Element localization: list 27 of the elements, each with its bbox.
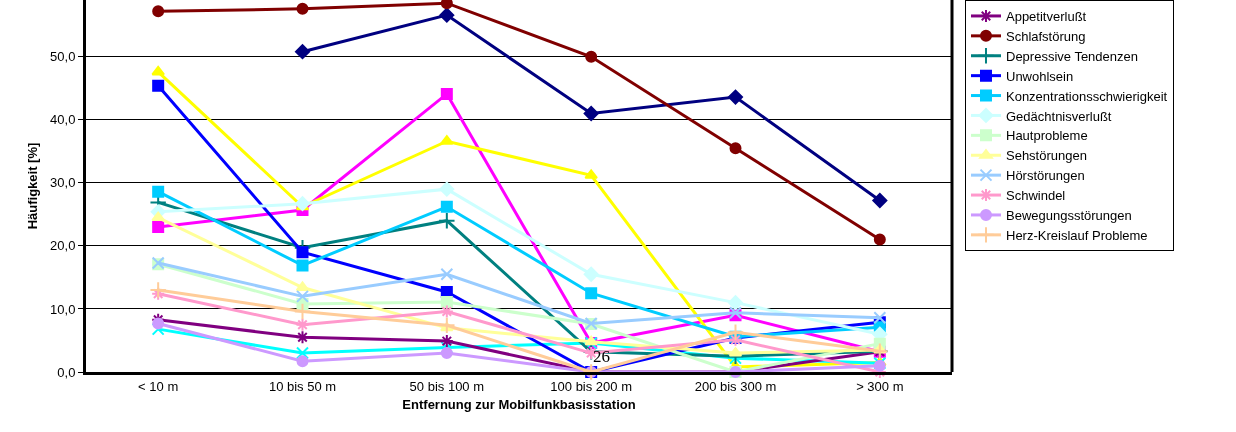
legend-label: Unwohlsein [1005,68,1074,84]
y-tick-label: 40,0 [50,112,76,128]
legend-label: Schlafstörung [1005,28,1086,44]
x-axis-title: Entfernung zur Mobilfunkbasisstation [402,397,636,413]
y-tick-label: 50,0 [50,49,76,65]
x-tick-label: > 300 m [856,378,904,394]
legend-label: Hörstörungen [1005,168,1085,184]
x-tick-label: 100 bis 200 m [550,378,633,394]
y-tick-label: 10,0 [50,301,76,317]
x-tick-label: 10 bis 50 m [268,378,337,394]
legend-label: Konzentrationsschwierigkeit [1005,88,1168,104]
legend-label: Hautprobleme [1005,128,1088,144]
y-tick-label: 30,0 [50,175,76,191]
legend-label: Sehstörungen [1005,148,1087,164]
legend-label: Appetitverlußt [1005,9,1087,25]
x-tick-label: 50 bis 100 m [409,378,485,394]
y-axis-title: Häufigkeit [%] [25,142,41,230]
y-tick-label: 0,0 [57,364,76,380]
legend-label: Bewegungsstörungen [1005,208,1132,224]
x-tick-label: 200 bis 300 m [694,378,777,394]
legend-label: Herz-Kreislauf Probleme [1005,227,1148,243]
legend-label: Schwindel [1005,188,1066,204]
legend-label: Gedächtnisverlußt [1005,108,1112,124]
legend-label: Depressive Tendenzen [1005,48,1139,64]
x-tick-label: < 10 m [138,378,179,394]
y-tick-label: 20,0 [50,238,76,254]
annotation: 26 [593,347,610,366]
